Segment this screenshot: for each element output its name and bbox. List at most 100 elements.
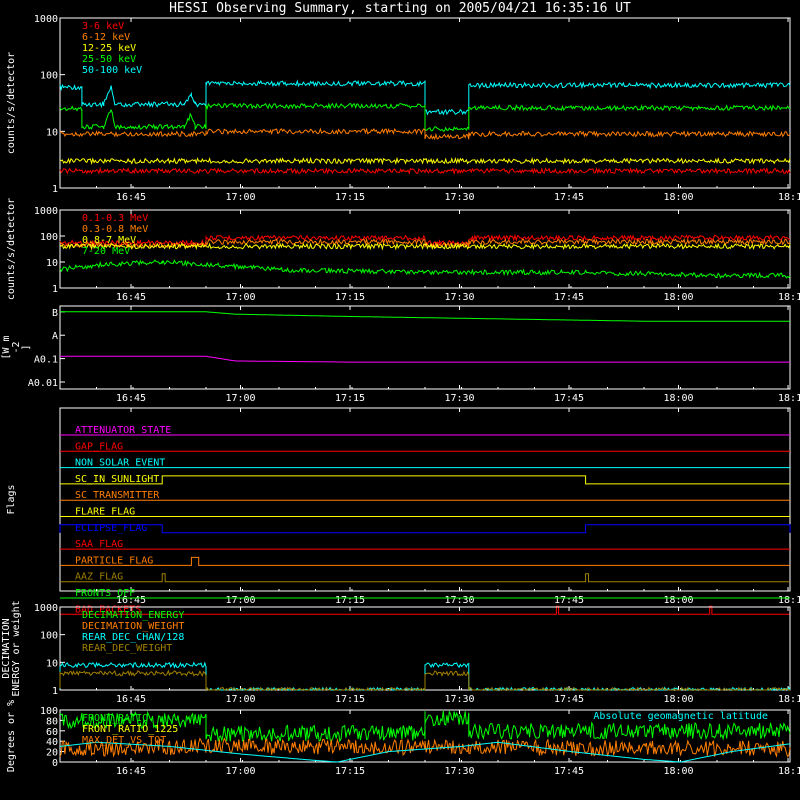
flag-label: FRONTS_OFF	[75, 588, 135, 599]
x-tick-label: 18:15	[778, 694, 800, 705]
x-tick-label: 17:45	[554, 393, 584, 404]
y-axis-label: -2	[11, 341, 22, 353]
x-tick-label: 17:00	[225, 595, 255, 606]
x-tick-label: 17:15	[335, 595, 365, 606]
x-tick-label: 17:30	[444, 292, 474, 303]
y-tick-label: 40	[46, 737, 58, 748]
flag-label: GAP_FLAG	[75, 441, 123, 452]
y-tick-label: 100	[40, 71, 58, 82]
x-tick-label: 17:15	[335, 766, 365, 777]
x-tick-label: 16:45	[116, 766, 146, 777]
y-tick-label: 80	[46, 716, 58, 727]
y-tick-label: B	[52, 308, 58, 319]
legend-entry: FRONT_RATIO	[82, 713, 148, 724]
x-tick-label: 17:15	[335, 292, 365, 303]
flag-label: FLARE_FLAG	[75, 507, 135, 518]
x-tick-label: 17:30	[444, 595, 474, 606]
x-tick-label: 17:30	[444, 766, 474, 777]
series-line-lowenergy-4	[59, 166, 791, 176]
x-tick-label: 17:45	[554, 292, 584, 303]
flag-label: NON_SOLAR_EVENT	[75, 458, 165, 469]
x-tick-label: 18:15	[778, 393, 800, 404]
legend-entry: 0.1-0.3 MeV	[82, 213, 148, 224]
legend-entry: 7-20 MeV	[82, 246, 130, 257]
x-tick-label: 17:00	[225, 393, 255, 404]
y-axis-label: counts/s/detector	[6, 198, 17, 300]
x-tick-label: 18:15	[778, 766, 800, 777]
legend-entry: 3-6 keV	[82, 21, 124, 32]
series-line-highenergy-2	[59, 242, 791, 251]
series-line-lowenergy-3	[59, 156, 791, 166]
series-line-lowenergy-1	[59, 102, 791, 132]
y-axis-label: ENERGY or weight	[11, 600, 22, 696]
y-axis-label: [W m	[1, 335, 12, 359]
flag-label: BAD_PACKETS	[75, 604, 141, 615]
x-tick-label: 16:45	[116, 292, 146, 303]
flag-label: SC_IN_SUNLIGHT	[75, 474, 159, 485]
y-axis-label: GOES-12	[0, 326, 2, 368]
y-tick-label: 1	[52, 184, 58, 195]
legend-entry: DECIMATION_ENERGY	[82, 610, 184, 621]
x-tick-label: 17:30	[444, 694, 474, 705]
series-line-ratios-2	[59, 741, 791, 763]
legend-entry: 0.8-7 MeV	[82, 235, 136, 246]
legend-entry: REAR_DEC_WEIGHT	[82, 643, 172, 654]
x-tick-label: 17:00	[225, 192, 255, 203]
y-axis-label: Flags	[6, 484, 17, 514]
plot-frame-goes	[59, 305, 791, 390]
flag-line-9	[60, 573, 790, 583]
series-line-lowenergy-2	[59, 127, 791, 141]
y-tick-label: 10	[46, 127, 58, 138]
x-tick-label: 16:45	[116, 192, 146, 203]
y-tick-label: 100	[40, 706, 58, 717]
y-tick-label: A0.1	[34, 355, 58, 366]
y-axis-label: counts/s/detector	[6, 52, 17, 154]
legend-entry: REAR_DEC_CHAN/128	[82, 632, 184, 643]
series-line-goes-0	[60, 311, 790, 322]
x-tick-label: 18:15	[778, 292, 800, 303]
x-tick-label: 17:15	[335, 393, 365, 404]
x-tick-label: 17:00	[225, 694, 255, 705]
x-tick-label: 18:15	[778, 595, 800, 606]
flag-line-3	[60, 475, 790, 485]
y-tick-label: 100	[40, 631, 58, 642]
x-tick-label: 18:00	[663, 595, 693, 606]
y-axis-label: DECIMATION	[1, 618, 12, 678]
series-line-ratios-0	[59, 710, 791, 743]
legend-entry: 12-25 keV	[82, 43, 136, 54]
y-tick-label: 1000	[34, 206, 58, 217]
x-tick-label: 17:30	[444, 393, 474, 404]
y-tick-label: 1000	[34, 603, 58, 614]
y-tick-label: 10	[46, 258, 58, 269]
chart-title: HESSI Observing Summary, starting on 200…	[169, 1, 631, 16]
legend-entry: 25-50 keV	[82, 54, 136, 65]
x-tick-label: 18:00	[663, 192, 693, 203]
x-tick-label: 17:00	[225, 766, 255, 777]
y-tick-label: 20	[46, 748, 58, 759]
x-tick-label: 17:00	[225, 292, 255, 303]
x-tick-label: 18:00	[663, 694, 693, 705]
x-tick-label: 18:00	[663, 292, 693, 303]
series-line-lowenergy-0	[59, 79, 791, 116]
y-tick-label: 1	[52, 686, 58, 697]
legend-entry: 0.3-0.8 MeV	[82, 224, 148, 235]
flag-label: ECLIPSE_FLAG	[75, 523, 147, 534]
flag-label: AAZ_FLAG	[75, 572, 123, 583]
x-tick-label: 16:45	[116, 694, 146, 705]
flag-label: SC_TRANSMITTER	[75, 490, 160, 501]
series-line-decimation-1	[59, 669, 790, 692]
series-line-goes-1	[60, 355, 790, 363]
x-tick-label: 18:15	[778, 192, 800, 203]
x-tick-label: 17:45	[554, 694, 584, 705]
series-line-highenergy-3	[59, 259, 791, 279]
y-tick-label: 1	[52, 284, 58, 295]
flag-label: PARTICLE_FLAG	[75, 555, 153, 566]
x-tick-label: 17:15	[335, 192, 365, 203]
x-tick-label: 17:30	[444, 192, 474, 203]
y-tick-label: A	[52, 331, 58, 342]
legend-entry: 50-100 keV	[82, 65, 142, 76]
y-tick-label: 1000	[34, 14, 58, 25]
legend-entry: DECIMATION_WEIGHT	[82, 621, 184, 632]
x-tick-label: 16:45	[116, 393, 146, 404]
